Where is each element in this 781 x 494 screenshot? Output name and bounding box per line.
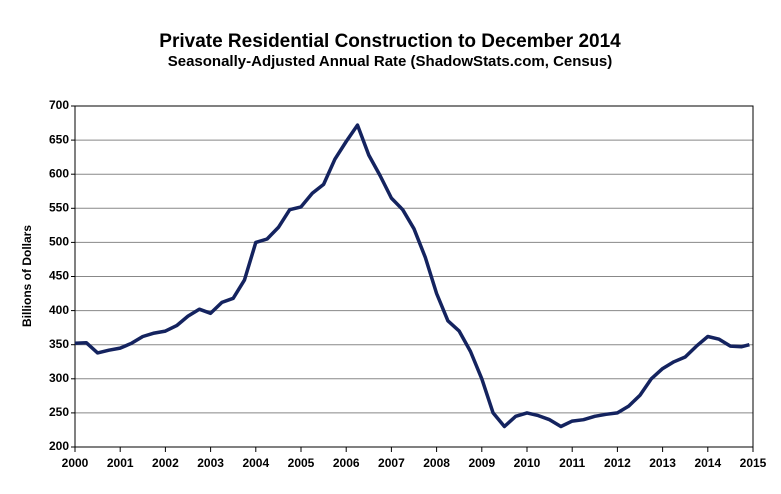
y-tick-label: 250 <box>49 405 69 419</box>
y-tick-label: 350 <box>49 337 69 351</box>
x-tick-label: 2000 <box>62 456 89 470</box>
x-tick-label: 2004 <box>242 456 269 470</box>
y-tick-label: 450 <box>49 269 69 283</box>
y-tick-label: 600 <box>49 166 69 180</box>
chart-title: Private Residential Construction to Dece… <box>159 31 621 52</box>
x-tick-label: 2009 <box>468 456 495 470</box>
y-tick-label: 200 <box>49 439 69 453</box>
x-tick-label: 2014 <box>694 456 721 470</box>
chart-subtitle: Seasonally-Adjusted Annual Rate (ShadowS… <box>168 53 613 70</box>
x-tick-label: 2013 <box>649 456 676 470</box>
plot-frame <box>74 105 754 448</box>
x-tick-label: 2011 <box>559 456 585 470</box>
x-tick-label: 2002 <box>152 456 179 470</box>
x-tick-label: 2003 <box>197 456 224 470</box>
data-line <box>74 123 750 429</box>
y-tick-label: 650 <box>49 132 69 146</box>
x-tick-label: 2007 <box>378 456 405 470</box>
y-tick-label: 700 <box>49 98 69 112</box>
x-tick-label: 2012 <box>604 456 631 470</box>
x-tick-label: 2010 <box>514 456 541 470</box>
y-tick-label: 300 <box>49 371 69 385</box>
y-tick-label: 550 <box>49 200 69 214</box>
y-tick-label: 500 <box>49 235 69 249</box>
x-tick-label: 2001 <box>107 456 134 470</box>
x-tick-label: 2015 <box>740 456 767 470</box>
y-axis-label: Billions of Dollars <box>20 225 34 327</box>
y-tick-label: 400 <box>49 303 69 317</box>
x-tick-label: 2008 <box>423 456 450 470</box>
x-tick-label: 2006 <box>333 456 360 470</box>
x-tick-label: 2005 <box>288 456 315 470</box>
